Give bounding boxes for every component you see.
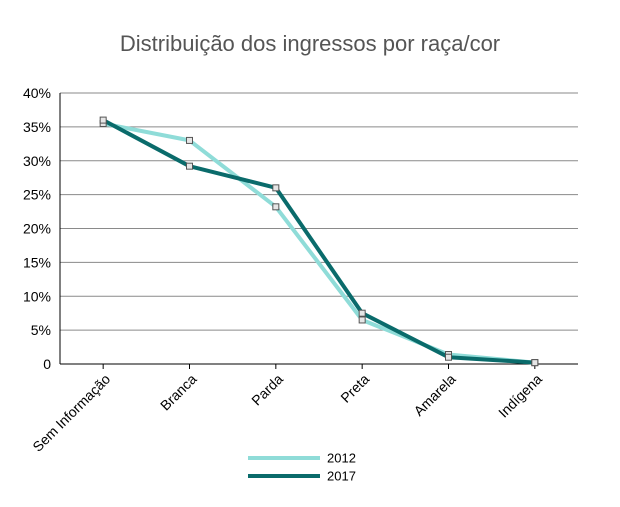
data-point bbox=[272, 184, 280, 192]
x-tick-label: Branca bbox=[157, 371, 200, 414]
data-point bbox=[358, 316, 366, 324]
data-point bbox=[186, 162, 193, 170]
y-tick-label: 5% bbox=[31, 322, 51, 338]
legend-label: 2017 bbox=[327, 469, 356, 484]
x-tick-label: Amarela bbox=[410, 371, 458, 419]
data-point bbox=[445, 353, 452, 361]
y-tick-label: 40% bbox=[23, 85, 51, 101]
legend: 2012 2017 bbox=[248, 451, 356, 484]
chart-title: Distribuição dos ingressos por raça/cor bbox=[120, 31, 500, 56]
y-tick-label: 0 bbox=[43, 356, 51, 372]
x-tick-label: Parda bbox=[248, 371, 286, 409]
x-tick-label: Indígena bbox=[495, 371, 545, 421]
y-tick-label: 25% bbox=[23, 187, 51, 203]
x-axis-ticks: Sem Informação Branca Parda Preta Amarela Ind… bbox=[29, 364, 545, 455]
y-tick-label: 15% bbox=[23, 254, 51, 270]
data-point bbox=[358, 309, 366, 317]
y-tick-label: 20% bbox=[23, 221, 51, 237]
y-axis-ticks: 0 5% 10% 15% 20% 25% 30% 35% 40% bbox=[23, 85, 51, 372]
data-point bbox=[99, 116, 107, 124]
axes bbox=[59, 93, 578, 365]
series-line-2012 bbox=[102, 121, 535, 365]
y-tick-label: 35% bbox=[23, 119, 51, 135]
data-point bbox=[272, 203, 280, 211]
x-tick-label: Sem Informação bbox=[29, 371, 113, 455]
series-lines bbox=[102, 118, 535, 365]
series-line-2017 bbox=[102, 118, 535, 365]
y-tick-label: 10% bbox=[23, 288, 51, 304]
y-tick-label: 30% bbox=[23, 153, 51, 169]
data-point bbox=[186, 136, 193, 144]
data-point bbox=[531, 359, 539, 367]
x-tick-label: Preta bbox=[337, 371, 372, 406]
legend-label: 2012 bbox=[327, 451, 356, 466]
data-markers bbox=[99, 116, 539, 367]
